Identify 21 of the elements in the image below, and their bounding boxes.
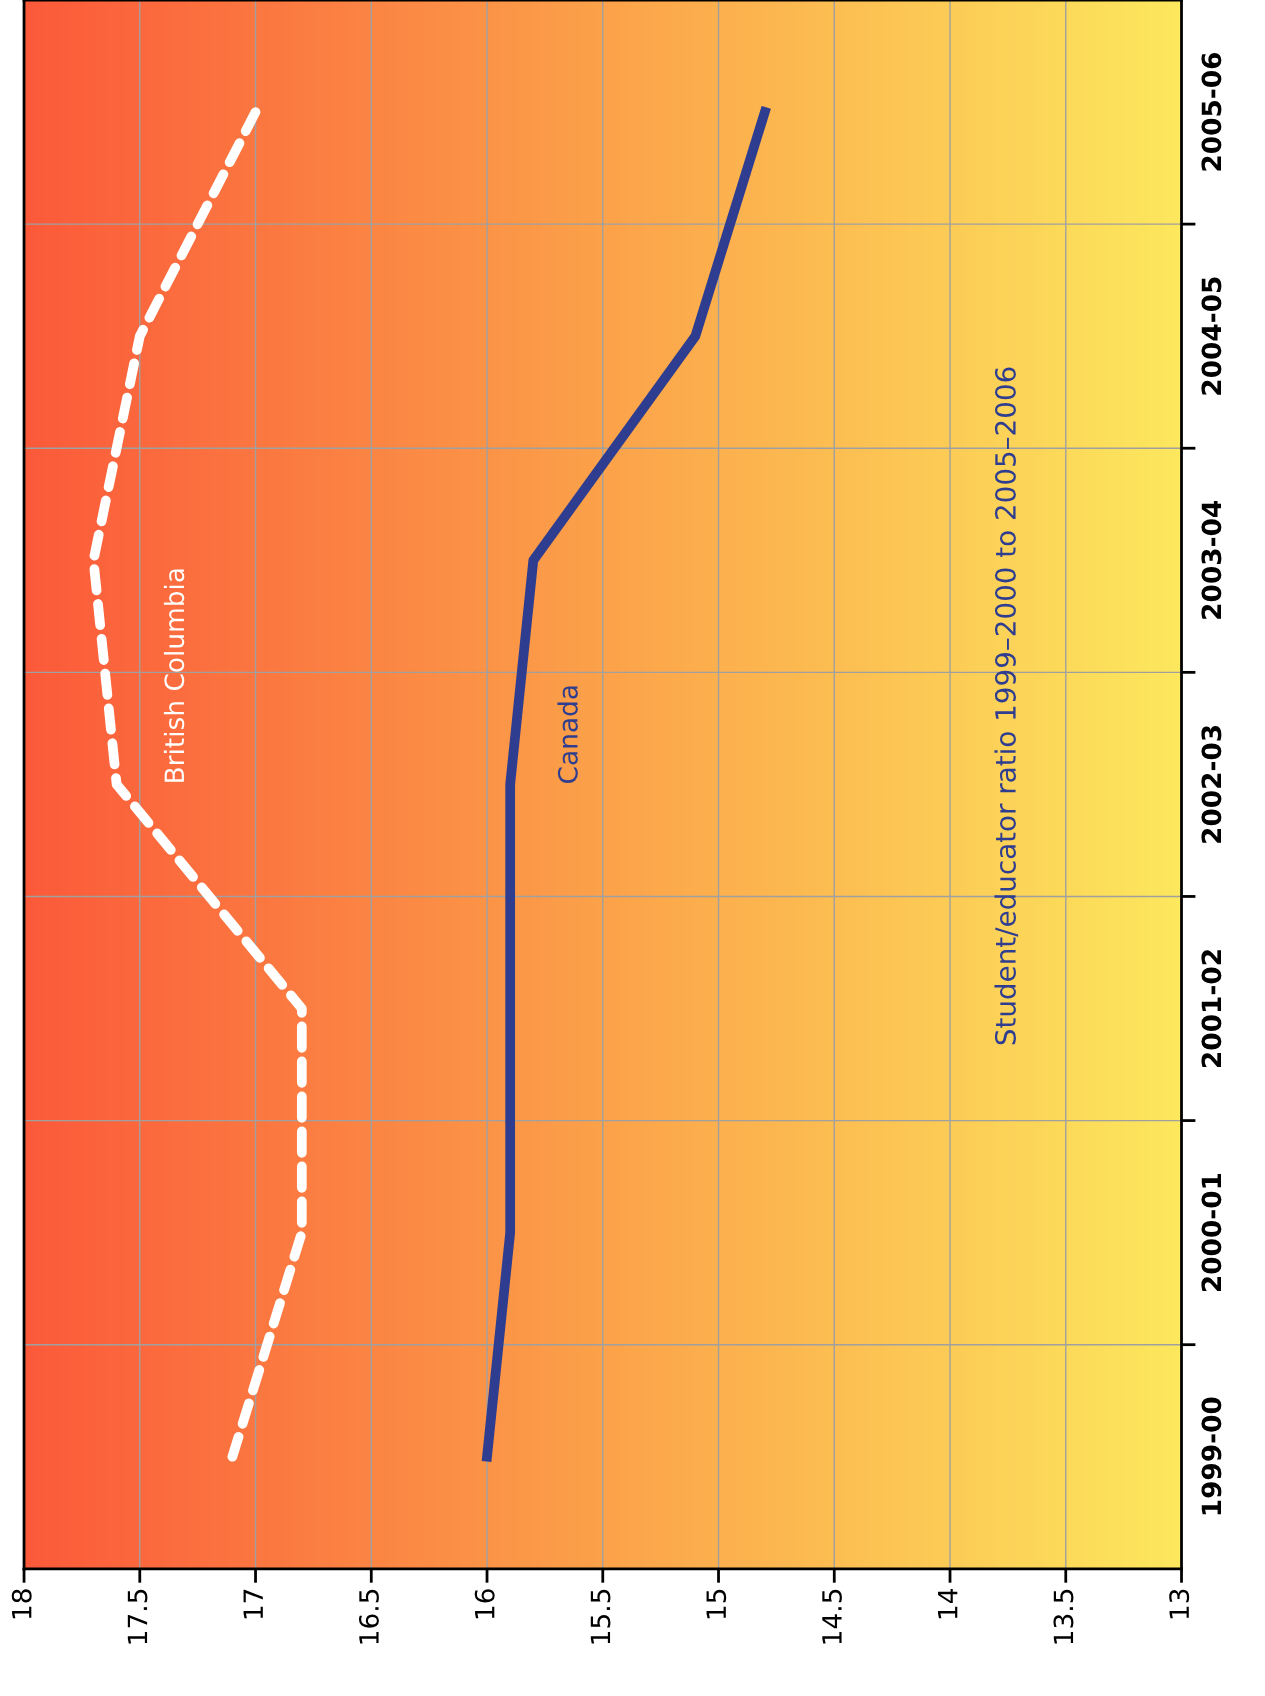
y-tick-label: 2005-06 bbox=[1201, 52, 1222, 171]
y-tick-label: 2003-04 bbox=[1201, 500, 1222, 619]
text: Canada bbox=[557, 686, 578, 783]
x-tick-label: 15.5 bbox=[590, 1589, 611, 1644]
x-tick-label: 15 bbox=[706, 1589, 727, 1619]
x-tick-label: 14 bbox=[938, 1589, 958, 1619]
text: British Columbia bbox=[163, 569, 185, 782]
x-tick-label: 18 bbox=[11, 1589, 32, 1619]
x-tick-label: 16 bbox=[474, 1589, 495, 1619]
x-tick-label: 17 bbox=[243, 1589, 263, 1619]
y-tick-label: 2000-01 bbox=[1201, 1173, 1222, 1292]
y-tick-label: 2004-05 bbox=[1201, 277, 1222, 395]
text: Student/educator ratio 1999–2000 to 2005–2006 bbox=[994, 367, 1019, 1045]
y-tick-label: 1999-00 bbox=[1201, 1397, 1222, 1515]
x-tick-label: 13 bbox=[1169, 1589, 1190, 1619]
y-tick-label: 2001-02 bbox=[1201, 950, 1222, 1067]
x-tick-label: 13.5 bbox=[1053, 1589, 1074, 1644]
x-tick-label: 14.5 bbox=[822, 1589, 842, 1644]
x-tick-label: 17.5 bbox=[127, 1589, 148, 1644]
y-tick-label: 2002-03 bbox=[1201, 725, 1222, 843]
x-tick-label: 16.5 bbox=[358, 1589, 379, 1644]
